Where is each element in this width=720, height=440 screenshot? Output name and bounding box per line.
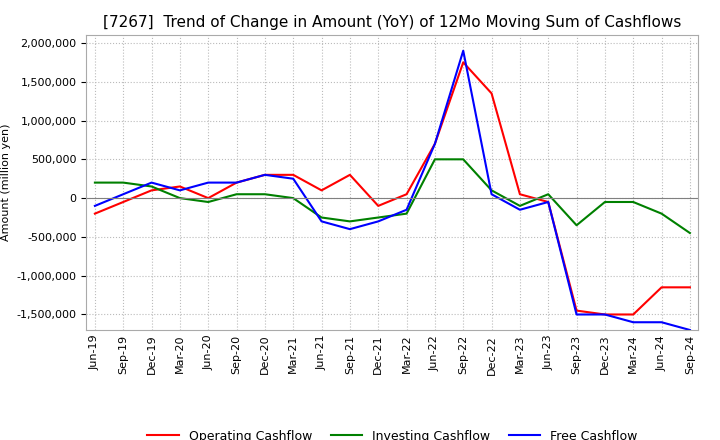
Investing Cashflow [233, 191, 241, 197]
Operating Cashflow [516, 191, 524, 197]
Investing Cashflow [629, 199, 637, 205]
Operating Cashflow [402, 191, 411, 197]
Operating Cashflow [148, 188, 156, 193]
Operating Cashflow [261, 172, 269, 177]
Free Cashflow [516, 207, 524, 213]
Investing Cashflow [374, 215, 382, 220]
Free Cashflow [487, 191, 496, 197]
Free Cashflow [176, 188, 184, 193]
Operating Cashflow [289, 172, 297, 177]
Line: Free Cashflow: Free Cashflow [95, 51, 690, 330]
Operating Cashflow [233, 180, 241, 185]
Operating Cashflow [572, 308, 581, 313]
Free Cashflow [685, 327, 694, 333]
Free Cashflow [119, 191, 127, 197]
Operating Cashflow [544, 199, 552, 205]
Operating Cashflow [431, 141, 439, 147]
Investing Cashflow [204, 199, 212, 205]
Free Cashflow [572, 312, 581, 317]
Investing Cashflow [119, 180, 127, 185]
Legend: Operating Cashflow, Investing Cashflow, Free Cashflow: Operating Cashflow, Investing Cashflow, … [143, 425, 642, 440]
Investing Cashflow [176, 195, 184, 201]
Operating Cashflow [119, 199, 127, 205]
Operating Cashflow [459, 60, 467, 65]
Free Cashflow [233, 180, 241, 185]
Free Cashflow [318, 219, 326, 224]
Investing Cashflow [544, 191, 552, 197]
Operating Cashflow [657, 285, 666, 290]
Free Cashflow [629, 319, 637, 325]
Free Cashflow [204, 180, 212, 185]
Operating Cashflow [176, 184, 184, 189]
Free Cashflow [402, 207, 411, 213]
Operating Cashflow [346, 172, 354, 177]
Investing Cashflow [402, 211, 411, 216]
Operating Cashflow [600, 312, 609, 317]
Free Cashflow [148, 180, 156, 185]
Investing Cashflow [600, 199, 609, 205]
Investing Cashflow [261, 191, 269, 197]
Line: Operating Cashflow: Operating Cashflow [95, 62, 690, 315]
Free Cashflow [346, 227, 354, 232]
Investing Cashflow [431, 157, 439, 162]
Line: Investing Cashflow: Investing Cashflow [95, 159, 690, 233]
Free Cashflow [289, 176, 297, 181]
Free Cashflow [374, 219, 382, 224]
Operating Cashflow [629, 312, 637, 317]
Operating Cashflow [374, 203, 382, 209]
Free Cashflow [544, 199, 552, 205]
Free Cashflow [657, 319, 666, 325]
Investing Cashflow [572, 223, 581, 228]
Investing Cashflow [318, 215, 326, 220]
Investing Cashflow [516, 203, 524, 209]
Investing Cashflow [346, 219, 354, 224]
Operating Cashflow [204, 195, 212, 201]
Free Cashflow [459, 48, 467, 53]
Free Cashflow [600, 312, 609, 317]
Investing Cashflow [148, 184, 156, 189]
Y-axis label: Amount (million yen): Amount (million yen) [1, 124, 11, 242]
Operating Cashflow [91, 211, 99, 216]
Investing Cashflow [459, 157, 467, 162]
Free Cashflow [431, 141, 439, 147]
Investing Cashflow [289, 195, 297, 201]
Title: [7267]  Trend of Change in Amount (YoY) of 12Mo Moving Sum of Cashflows: [7267] Trend of Change in Amount (YoY) o… [103, 15, 682, 30]
Free Cashflow [91, 203, 99, 209]
Operating Cashflow [685, 285, 694, 290]
Investing Cashflow [487, 188, 496, 193]
Investing Cashflow [685, 231, 694, 236]
Investing Cashflow [91, 180, 99, 185]
Investing Cashflow [657, 211, 666, 216]
Operating Cashflow [487, 91, 496, 96]
Free Cashflow [261, 172, 269, 177]
Operating Cashflow [318, 188, 326, 193]
